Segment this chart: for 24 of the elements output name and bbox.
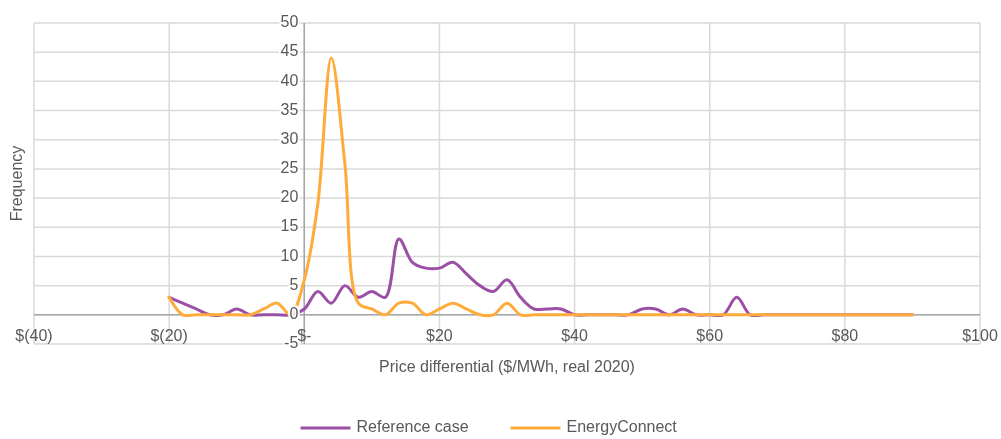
x-tick-label: $(40)	[15, 327, 53, 345]
legend-label: EnergyConnect	[566, 418, 678, 436]
y-tick-label: 45	[280, 42, 299, 60]
y-tick-label: 20	[280, 188, 299, 206]
y-tick-label: 35	[280, 100, 299, 118]
legend-label: Reference case	[356, 418, 469, 436]
y-tick-label: 10	[280, 246, 299, 264]
x-tick-label: $(20)	[150, 327, 188, 345]
y-tick-label: 50	[280, 13, 299, 31]
y-tick-label: 30	[280, 129, 299, 147]
x-tick-label: $40	[561, 327, 589, 345]
x-tick-label: $-	[297, 327, 312, 345]
y-tick-label: 15	[280, 217, 299, 235]
y-tick-label: 40	[280, 71, 299, 89]
y-tick-label: 5	[289, 275, 299, 293]
x-tick-label: $100	[962, 327, 998, 345]
x-axis-title: Price differential ($/MWh, real 2020)	[379, 358, 635, 376]
x-tick-label: $60	[696, 327, 724, 345]
y-axis-title: Frequency	[8, 145, 26, 222]
y-tick-label: -5	[284, 334, 299, 352]
x-tick-label: $80	[831, 327, 859, 345]
x-tick-label: $20	[426, 327, 453, 345]
line-series	[167, 56, 914, 318]
y-tick-label: 25	[280, 159, 299, 177]
